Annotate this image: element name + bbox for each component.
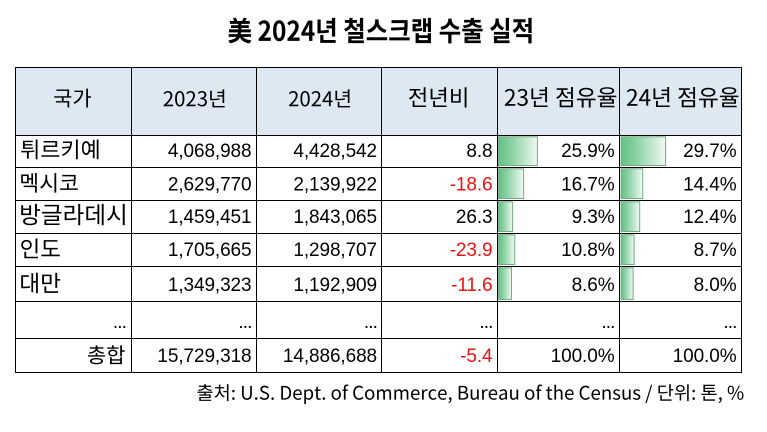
svg-text:9.3%: 9.3%	[572, 207, 615, 228]
svg-text:8.7%: 8.7%	[694, 240, 737, 261]
svg-text:-18.6: -18.6	[450, 175, 493, 196]
svg-text:100.0%: 100.0%	[673, 346, 737, 367]
svg-text:-5.4: -5.4	[460, 346, 493, 367]
svg-text:...: ...	[723, 312, 736, 333]
svg-text:29.7%: 29.7%	[683, 141, 737, 162]
svg-text:8.0%: 8.0%	[694, 275, 737, 296]
svg-text:8.6%: 8.6%	[572, 275, 615, 296]
svg-text:15,729,318: 15,729,318	[157, 346, 251, 367]
svg-text:16.7%: 16.7%	[561, 175, 615, 196]
svg-text:...: ...	[601, 312, 614, 333]
svg-text:...: ...	[479, 312, 492, 333]
svg-text:14,886,688: 14,886,688	[283, 346, 377, 367]
svg-text:26.3: 26.3	[456, 207, 493, 228]
svg-text:-23.9: -23.9	[450, 240, 493, 261]
svg-text:4,428,542: 4,428,542	[293, 141, 377, 162]
svg-text:14.4%: 14.4%	[683, 175, 737, 196]
svg-text:25.9%: 25.9%	[561, 141, 615, 162]
svg-text:...: ...	[238, 312, 251, 333]
svg-text:-11.6: -11.6	[451, 275, 492, 296]
svg-text:...: ...	[113, 312, 126, 333]
svg-text:1,192,909: 1,192,909	[293, 275, 377, 296]
svg-text:8.8: 8.8	[466, 141, 492, 162]
svg-text:12.4%: 12.4%	[683, 207, 737, 228]
svg-text:1,349,323: 1,349,323	[168, 275, 252, 296]
svg-text:4,068,988: 4,068,988	[168, 141, 252, 162]
svg-text:10.8%: 10.8%	[561, 240, 615, 261]
svg-text:100.0%: 100.0%	[551, 346, 615, 367]
svg-text:2,629,770: 2,629,770	[168, 175, 252, 196]
svg-text:1,459,451: 1,459,451	[168, 207, 252, 228]
svg-text:1,843,065: 1,843,065	[293, 207, 377, 228]
svg-text:2,139,922: 2,139,922	[293, 175, 377, 196]
svg-text:...: ...	[364, 312, 377, 333]
svg-text:1,705,665: 1,705,665	[168, 240, 252, 261]
svg-text:1,298,707: 1,298,707	[293, 240, 377, 261]
